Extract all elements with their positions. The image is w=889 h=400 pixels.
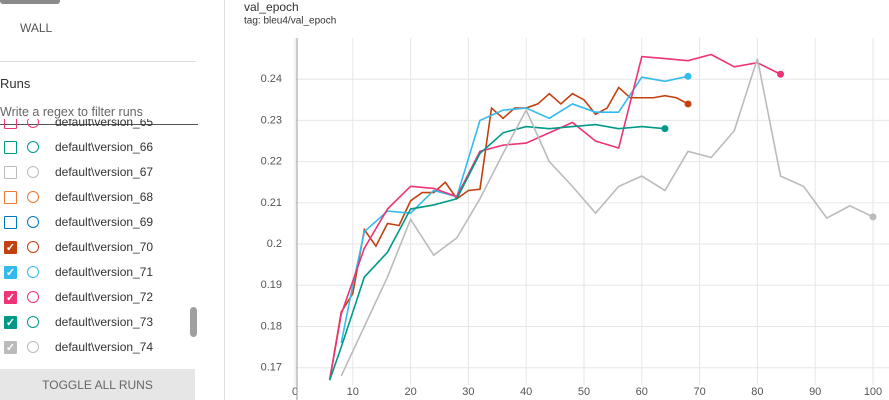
run-name: default\version_72 [55, 290, 154, 304]
x-tick-label: 50 [578, 386, 590, 398]
top-button[interactable] [0, 0, 60, 4]
run-checkbox[interactable]: ✓ [4, 240, 17, 254]
scrollbar[interactable] [190, 307, 197, 337]
x-tick-label: 90 [809, 386, 821, 398]
run-color[interactable] [27, 341, 39, 353]
sidebar: WALL Runs Write a regex to filter runs d… [0, 0, 225, 400]
end-point [684, 72, 692, 80]
run-name: default\version_67 [55, 165, 154, 179]
run-row[interactable]: ✓ default\version_72 [4, 287, 153, 307]
y-tick-label: 0.18 [261, 320, 282, 332]
run-checkbox[interactable]: ✓ [4, 340, 17, 354]
series-line [328, 86, 689, 381]
series-line [328, 53, 781, 381]
plot [328, 53, 877, 381]
run-name: default\version_69 [55, 215, 154, 229]
wall-label: WALL [20, 21, 53, 35]
x-tick-label: 80 [751, 386, 763, 398]
series-line [340, 58, 874, 377]
run-row[interactable]: default\version_65 [4, 119, 153, 132]
filter-input[interactable]: Write a regex to filter runs [0, 105, 198, 125]
run-color[interactable] [27, 266, 39, 278]
run-color[interactable] [27, 166, 39, 178]
end-point [684, 100, 692, 108]
run-name: default\version_74 [55, 340, 154, 354]
run-row[interactable]: default\version_66 [4, 137, 153, 157]
run-checkbox[interactable]: ✓ [4, 315, 17, 329]
run-checkbox[interactable] [4, 140, 17, 154]
y-tick-label: 0.24 [261, 73, 282, 85]
x-tick-label: 0 [292, 386, 298, 398]
run-color[interactable] [27, 241, 39, 253]
run-row[interactable]: ✓ default\version_70 [4, 237, 153, 257]
run-color[interactable] [27, 191, 39, 203]
run-row[interactable]: default\version_68 [4, 187, 153, 207]
y-tick-label: 0.22 [261, 156, 282, 168]
run-row[interactable]: ✓ default\version_71 [4, 262, 153, 282]
series-line [340, 75, 689, 344]
x-tick-label: 30 [462, 386, 474, 398]
chart-title: val_epoch [244, 0, 299, 14]
run-color[interactable] [27, 291, 39, 303]
run-row[interactable]: default\version_69 [4, 212, 153, 232]
run-row[interactable]: default\version_67 [4, 162, 153, 182]
chart-subtitle: tag: bleu4/val_epoch [244, 16, 336, 27]
y-tick-label: 0.2 [267, 238, 282, 250]
y-tick-label: 0.21 [261, 197, 282, 209]
run-color[interactable] [27, 216, 39, 228]
grid: 0.17 0.18 0.19 0.2 0.21 0.22 0.23 0.24 0 10 20 30 40… [261, 38, 889, 400]
run-name: default\version_66 [55, 140, 154, 154]
x-tick-label: 20 [404, 386, 416, 398]
y-tick-label: 0.23 [261, 114, 282, 126]
chart: val_epoch tag: bleu4/val_epoch 0.170.180… [244, 0, 889, 400]
run-row[interactable]: ✓ default\version_74 [4, 337, 153, 357]
run-row[interactable]: ✓ default\version_73 [4, 312, 153, 332]
run-checkbox[interactable]: ✓ [4, 265, 17, 279]
run-name: default\version_73 [55, 315, 154, 329]
run-color[interactable] [27, 316, 39, 328]
run-color[interactable] [27, 119, 39, 128]
run-color[interactable] [27, 141, 39, 153]
x-tick-label: 70 [693, 386, 705, 398]
run-name: default\version_70 [55, 240, 154, 254]
end-point [777, 70, 785, 78]
run-name: default\version_68 [55, 190, 154, 204]
y-tick-label: 0.17 [261, 362, 282, 374]
run-checkbox[interactable]: ✓ [4, 290, 17, 304]
runs-title: Runs [0, 76, 31, 91]
run-name: default\version_65 [55, 119, 154, 129]
run-checkbox[interactable] [4, 165, 17, 179]
run-checkbox[interactable] [4, 215, 17, 229]
y-tick-label: 0.19 [261, 279, 282, 291]
series-line [328, 123, 665, 381]
toggle-button[interactable]: TOGGLE ALL RUNS [0, 369, 195, 400]
run-checkbox[interactable] [4, 119, 17, 129]
end-point [869, 213, 877, 221]
x-tick-label: 100 [864, 386, 882, 398]
run-name: default\version_71 [55, 265, 154, 279]
x-tick-label: 40 [520, 386, 532, 398]
x-tick-label: 10 [347, 386, 359, 398]
x-tick-label: 60 [636, 386, 648, 398]
separator [0, 61, 196, 62]
run-checkbox[interactable] [4, 190, 17, 204]
end-point [661, 125, 669, 133]
